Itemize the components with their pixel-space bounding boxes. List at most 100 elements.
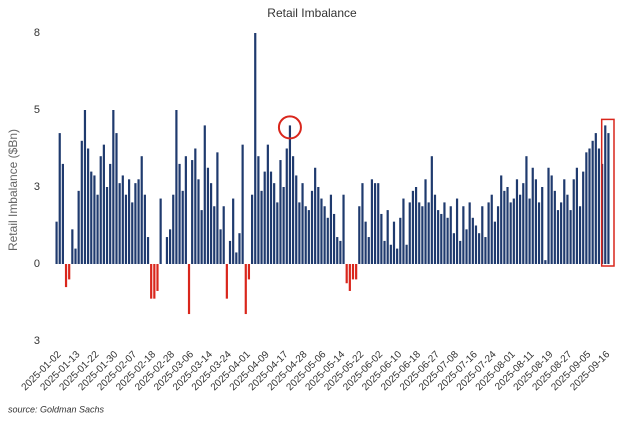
- bar: [449, 206, 452, 264]
- bar: [197, 179, 200, 264]
- bar: [418, 202, 421, 264]
- bar: [232, 198, 235, 264]
- bar: [228, 240, 232, 264]
- bar: [484, 237, 487, 264]
- bar: [547, 167, 550, 264]
- bar: [206, 167, 210, 264]
- bar: [396, 248, 399, 264]
- y-tick-label: 3: [34, 335, 40, 347]
- bar: [329, 194, 333, 264]
- bar: [544, 260, 547, 264]
- bar: [238, 233, 241, 264]
- chart-title: Retail Imbalance: [267, 6, 357, 20]
- bar: [411, 190, 415, 264]
- bar: [191, 160, 194, 264]
- bar: [301, 183, 304, 264]
- bar: [257, 156, 260, 264]
- bar: [500, 175, 503, 264]
- bar: [326, 217, 329, 264]
- bar: [291, 156, 295, 264]
- y-axis-label: Retail Imbalance ($Bn): [6, 129, 20, 251]
- bar: [370, 179, 374, 264]
- bar: [254, 33, 257, 264]
- bar: [156, 264, 159, 291]
- highlight-box: [600, 118, 615, 267]
- bar: [437, 210, 440, 264]
- bar: [102, 144, 105, 264]
- bar: [424, 179, 427, 264]
- bar: [153, 264, 156, 299]
- bar: [389, 244, 392, 264]
- bar: [304, 206, 307, 264]
- bar: [241, 144, 244, 264]
- bar: [509, 202, 512, 264]
- bar: [109, 163, 112, 264]
- bar: [295, 175, 298, 264]
- bar: [575, 167, 578, 264]
- bar: [537, 202, 541, 264]
- bar: [468, 202, 471, 264]
- bar: [115, 133, 118, 264]
- bar: [348, 264, 351, 291]
- bar: [225, 264, 228, 299]
- bar: [266, 144, 269, 264]
- bar: [187, 264, 191, 315]
- bar: [440, 213, 443, 264]
- bar: [235, 252, 238, 264]
- bar: [250, 194, 254, 264]
- bar: [585, 152, 588, 264]
- bar: [118, 183, 121, 264]
- bar: [276, 202, 279, 264]
- bar: [522, 183, 525, 264]
- bar: [367, 237, 370, 264]
- bar: [339, 240, 342, 264]
- y-tick-label: 8: [34, 27, 40, 39]
- y-tick-label: 0: [34, 258, 40, 270]
- y-tick-label: 3: [34, 181, 40, 193]
- bar: [515, 179, 519, 264]
- bar: [175, 110, 178, 264]
- bar: [140, 156, 143, 264]
- bar: [534, 179, 537, 264]
- bar: [263, 171, 266, 264]
- bar: [351, 264, 355, 280]
- bar: [168, 229, 172, 264]
- bar: [77, 190, 80, 264]
- bar: [512, 198, 515, 264]
- bar: [566, 194, 569, 264]
- bar: [355, 264, 358, 280]
- bar: [560, 202, 563, 264]
- bar: [503, 190, 506, 264]
- bar: [336, 237, 339, 264]
- bar: [578, 206, 582, 264]
- bar: [282, 187, 285, 264]
- bar: [200, 210, 203, 264]
- bar: [531, 167, 534, 264]
- bar: [553, 190, 556, 264]
- bar: [550, 175, 553, 264]
- bar: [222, 206, 225, 264]
- bar: [332, 213, 336, 264]
- bar: [541, 187, 544, 264]
- bar: [194, 148, 197, 264]
- bar: [471, 217, 474, 264]
- bar: [124, 194, 128, 264]
- highlight-circle: [277, 115, 302, 140]
- bar: [55, 221, 58, 264]
- bar: [68, 264, 71, 280]
- bar: [383, 240, 386, 264]
- bar: [380, 213, 383, 264]
- bar: [591, 140, 594, 264]
- bar: [462, 206, 465, 264]
- bar: [556, 210, 560, 264]
- bar: [146, 237, 150, 264]
- bar: [478, 233, 481, 264]
- bar: [386, 210, 389, 264]
- bar: [112, 110, 115, 264]
- bar: [433, 194, 437, 264]
- bar: [519, 194, 522, 264]
- bar: [96, 194, 99, 264]
- bar: [582, 171, 585, 264]
